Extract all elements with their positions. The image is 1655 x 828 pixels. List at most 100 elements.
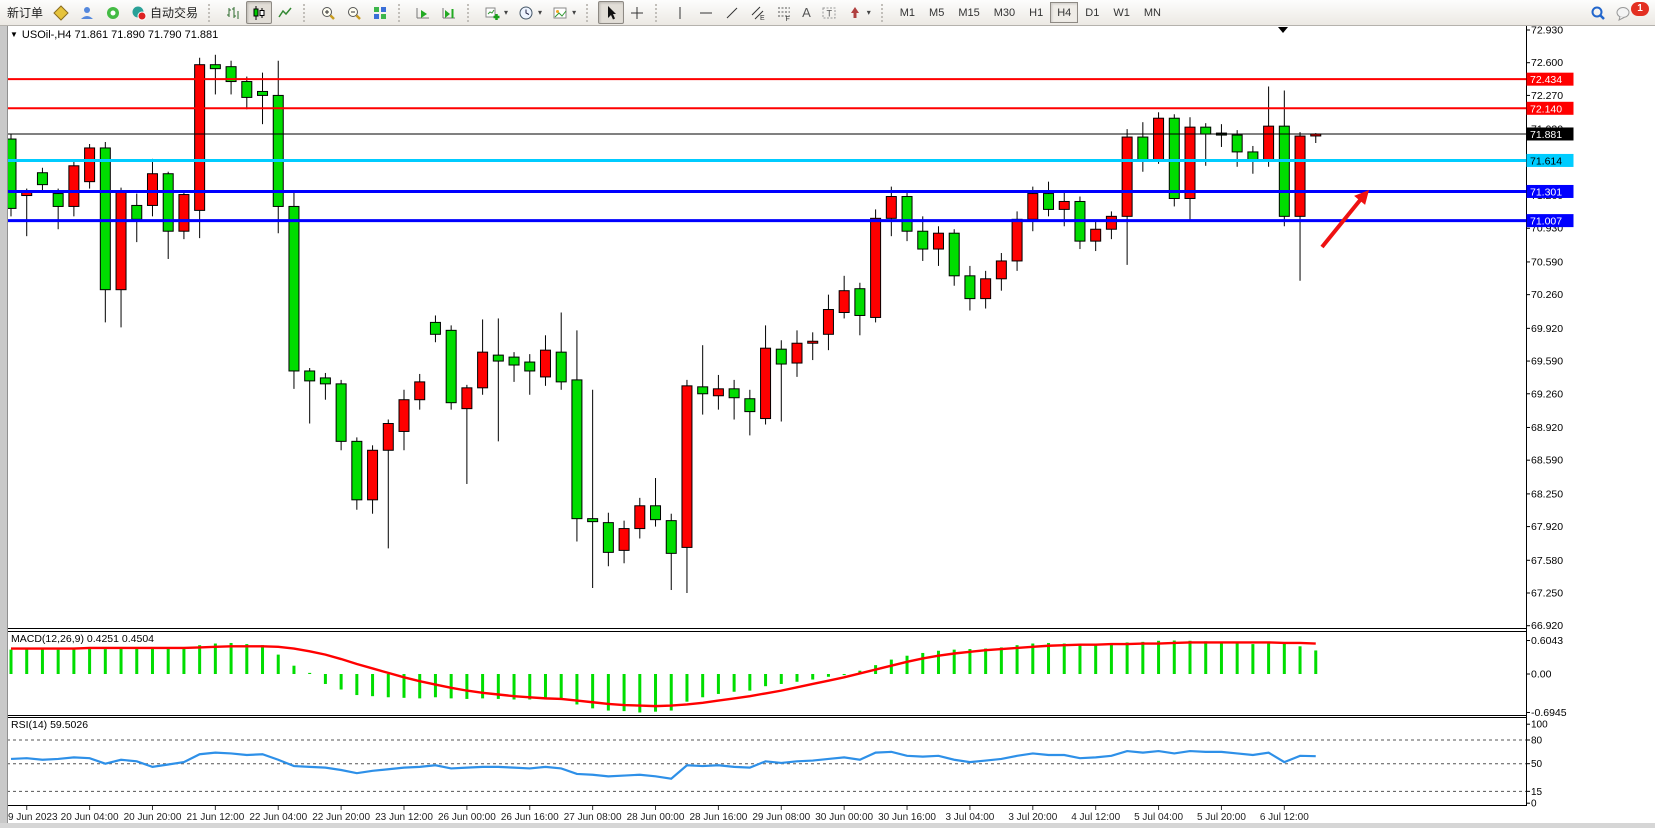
periods-button[interactable]: ▾ — [513, 1, 547, 24]
svg-text:3 Jul 04:00: 3 Jul 04:00 — [945, 812, 994, 823]
symbol-dropdown-icon[interactable] — [10, 29, 22, 41]
timeframe-h1[interactable]: H1 — [1029, 6, 1044, 19]
clock-icon — [519, 6, 533, 19]
svg-text:68.250: 68.250 — [1531, 488, 1563, 500]
line-chart-icon[interactable] — [272, 1, 298, 24]
svg-text:15: 15 — [1531, 787, 1543, 798]
svg-text:68.590: 68.590 — [1531, 455, 1563, 467]
svg-text:100: 100 — [1531, 720, 1548, 731]
svg-text:67.580: 67.580 — [1531, 555, 1563, 567]
auto-trading-button[interactable]: 自动交易 — [126, 1, 203, 24]
arrow-annotation[interactable] — [1320, 190, 1369, 249]
timeframe-m1[interactable]: M1 — [899, 6, 916, 19]
svg-text:72.140: 72.140 — [1530, 103, 1562, 115]
chat-icon[interactable] — [1611, 1, 1637, 24]
svg-text:67.920: 67.920 — [1531, 521, 1563, 533]
auto-scroll-icon[interactable] — [410, 1, 436, 24]
toolbar-separator — [655, 3, 662, 22]
svg-text:50: 50 — [1531, 759, 1543, 770]
new-order-button[interactable]: 新订单 — [2, 1, 48, 24]
chart-background — [0, 25, 1655, 828]
svg-text:72.270: 72.270 — [1531, 90, 1563, 102]
trendline-tool-icon[interactable] — [719, 1, 745, 24]
svg-text:5 Jul 04:00: 5 Jul 04:00 — [1134, 812, 1183, 823]
signals-icon[interactable] — [100, 1, 126, 24]
time-axis[interactable]: 19 Jun 2023 20 Jun 04:00 20 Jun 20:00 21 Ju… — [2, 806, 1309, 823]
macd-indicator-label: MACD(12,26,9) 0.4251 0.4504 — [11, 633, 155, 645]
timeframe-mn[interactable]: MN — [1143, 6, 1161, 19]
timeframe-m5[interactable]: M5 — [929, 6, 945, 19]
templates-button[interactable]: ▾ — [547, 1, 581, 24]
svg-text:26 Jun 00:00: 26 Jun 00:00 — [438, 812, 496, 823]
macd-pane: 0.6043 0.00 -0.6945 — [9, 635, 1567, 719]
timeframe-m15[interactable]: M15 — [958, 6, 980, 19]
main-toolbar: 新订单 自动交易 ▾ ▾ — [0, 0, 1655, 26]
timeframe-d1[interactable]: D1 — [1085, 6, 1100, 19]
new-chart-icon — [485, 7, 500, 20]
fibonacci-tool-icon[interactable]: F — [771, 1, 797, 24]
svg-text:22 Jun 20:00: 22 Jun 20:00 — [312, 812, 370, 823]
svg-text:E: E — [760, 15, 765, 21]
horizontal-line-tool-icon[interactable] — [693, 1, 719, 24]
market-icon[interactable] — [48, 1, 74, 24]
svg-text:29 Jun 08:00: 29 Jun 08:00 — [752, 812, 810, 823]
svg-text:67.250: 67.250 — [1531, 588, 1563, 600]
timeframe-m30[interactable]: M30 — [993, 6, 1016, 19]
svg-text:0.00: 0.00 — [1531, 669, 1552, 681]
svg-text:70.590: 70.590 — [1531, 256, 1563, 268]
toolbar-separator — [303, 3, 310, 22]
arrows-tool-button[interactable]: ▾ — [842, 1, 876, 24]
auto-trading-label: 自动交易 — [150, 6, 199, 20]
template-icon — [553, 7, 567, 18]
timeframe-w1[interactable]: W1 — [1113, 6, 1130, 19]
timeframe-h4[interactable]: H4 — [1050, 2, 1079, 23]
zoom-out-icon[interactable] — [341, 1, 367, 24]
symbol-ohlc-text: USOil-,H4 71.861 71.890 71.790 71.881 — [21, 29, 219, 41]
svg-text:69.260: 69.260 — [1531, 388, 1563, 400]
channel-tool-icon[interactable]: E — [745, 1, 771, 24]
cursor-icon[interactable] — [598, 1, 625, 24]
tile-windows-icon[interactable] — [367, 1, 393, 24]
new-chart-button[interactable]: ▾ — [479, 1, 513, 24]
toolbar-group-cursor — [596, 0, 652, 25]
vertical-line-tool-icon[interactable] — [667, 1, 693, 24]
search-icon[interactable] — [1585, 1, 1611, 24]
svg-text:28 Jun 16:00: 28 Jun 16:00 — [689, 812, 747, 823]
chart-shift-icon[interactable] — [436, 1, 462, 24]
timeframe-buttons: M1 M5 M15 M30 H1 H4 D1 W1 MN — [891, 0, 1170, 25]
symbol-title[interactable]: USOil-,H4 71.861 71.890 71.790 71.881 — [10, 29, 218, 41]
svg-text:20 Jun 20:00: 20 Jun 20:00 — [124, 812, 182, 823]
svg-text:66.920: 66.920 — [1531, 620, 1563, 632]
svg-text:71.881: 71.881 — [1530, 129, 1562, 141]
svg-text:F: F — [786, 16, 790, 21]
toolbar-separator — [586, 3, 593, 22]
svg-text:30 Jun 00:00: 30 Jun 00:00 — [815, 812, 873, 823]
bar-chart-icon[interactable] — [220, 1, 246, 24]
zoom-in-icon[interactable] — [315, 1, 341, 24]
crosshair-icon[interactable] — [624, 1, 650, 24]
svg-text:72.434: 72.434 — [1530, 74, 1562, 86]
community-icon[interactable] — [74, 1, 100, 24]
svg-text:T: T — [826, 8, 832, 18]
candlesticks — [5, 54, 1322, 594]
svg-text:6 Jul 12:00: 6 Jul 12:00 — [1260, 812, 1309, 823]
svg-text:23 Jun 12:00: 23 Jun 12:00 — [375, 812, 433, 823]
new-order-label: 新订单 — [7, 6, 44, 20]
price-level-lines[interactable]: 72.434 72.140 71.881 71.614 71.301 71.007 — [7, 72, 1574, 228]
window-left-edge — [0, 25, 8, 828]
svg-text:80: 80 — [1531, 736, 1543, 747]
svg-text:30 Jun 16:00: 30 Jun 16:00 — [878, 812, 936, 823]
toolbar-group-objects: E F A T ▾ — [665, 0, 878, 25]
toolbar-group-new: ▾ ▾ ▾ — [477, 0, 583, 25]
arrows-tool-icon — [850, 6, 859, 18]
notification-badge[interactable]: 1 — [1631, 1, 1649, 16]
text-label-tool-icon[interactable]: T — [816, 1, 842, 24]
text-tool-button[interactable]: A — [797, 1, 816, 24]
svg-text:28 Jun 00:00: 28 Jun 00:00 — [627, 812, 685, 823]
text-tool-label: A — [802, 5, 811, 20]
svg-text:21 Jun 12:00: 21 Jun 12:00 — [186, 812, 244, 823]
dropdown-arrow-icon: ▾ — [504, 8, 509, 17]
candlestick-chart-icon[interactable] — [246, 1, 273, 24]
chart-shift-marker — [1278, 27, 1288, 33]
